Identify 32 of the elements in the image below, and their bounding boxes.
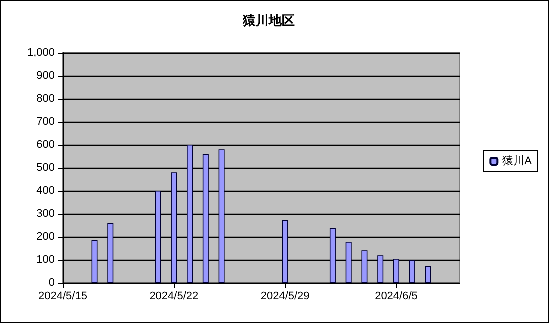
bar — [202, 154, 209, 283]
y-tick-label: 100 — [36, 254, 55, 266]
x-tick-label: 2024/6/5 — [375, 290, 418, 302]
x-tick-label: 2024/5/29 — [260, 290, 310, 302]
bar — [330, 228, 336, 283]
bar — [282, 220, 288, 283]
y-tick-label: 500 — [36, 162, 55, 174]
bar — [218, 150, 225, 283]
y-tick-label: 0 — [48, 277, 55, 289]
bar — [362, 250, 368, 283]
legend-label: 猿川A — [502, 154, 533, 168]
y-tick-label: 600 — [36, 139, 55, 151]
chart-title: 猿川地区 — [242, 13, 295, 28]
y-tick-label: 800 — [36, 93, 55, 105]
y-tick-label: 700 — [36, 116, 55, 128]
y-tick-label: 300 — [36, 208, 55, 220]
y-tick-label: 1,000 — [27, 47, 55, 59]
y-tick-label: 400 — [36, 185, 55, 197]
bar — [187, 145, 194, 283]
x-tick-label: 2024/5/15 — [38, 290, 88, 302]
bar — [346, 242, 352, 283]
bar — [108, 223, 114, 283]
y-tick-label: 200 — [36, 231, 55, 243]
bar — [171, 172, 178, 283]
x-tick-label: 2024/5/22 — [150, 290, 199, 302]
bar — [425, 266, 432, 283]
bar — [393, 259, 400, 283]
bar — [155, 191, 162, 283]
bar — [92, 240, 98, 283]
bar — [409, 260, 416, 283]
bar — [378, 256, 384, 283]
y-tick-label: 900 — [36, 70, 55, 82]
